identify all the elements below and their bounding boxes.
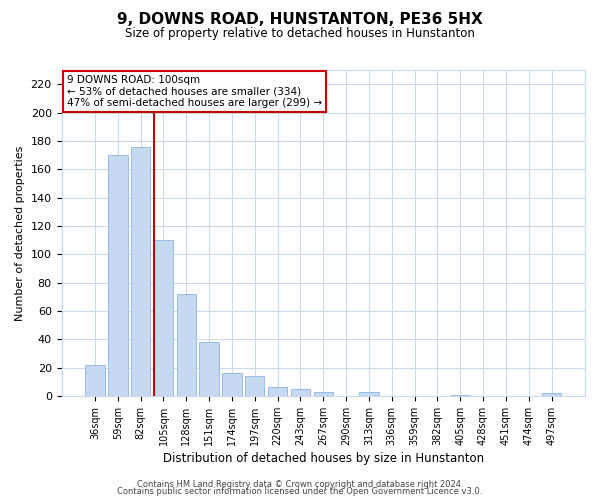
Text: Size of property relative to detached houses in Hunstanton: Size of property relative to detached ho… [125,28,475,40]
Text: 9 DOWNS ROAD: 100sqm
← 53% of detached houses are smaller (334)
47% of semi-deta: 9 DOWNS ROAD: 100sqm ← 53% of detached h… [67,75,322,108]
Bar [542,393,561,396]
Y-axis label: Number of detached properties: Number of detached properties [15,146,25,320]
Text: 9, DOWNS ROAD, HUNSTANTON, PE36 5HX: 9, DOWNS ROAD, HUNSTANTON, PE36 5HX [117,12,483,28]
Bar [131,146,151,396]
Bar [154,240,173,396]
Bar [451,394,470,396]
Text: Contains public sector information licensed under the Open Government Licence v3: Contains public sector information licen… [118,487,482,496]
Bar [245,376,265,396]
Bar [359,392,379,396]
Bar [291,389,310,396]
X-axis label: Distribution of detached houses by size in Hunstanton: Distribution of detached houses by size … [163,452,484,465]
Bar [108,155,128,396]
Text: Contains HM Land Registry data © Crown copyright and database right 2024.: Contains HM Land Registry data © Crown c… [137,480,463,489]
Bar [85,365,105,396]
Bar [268,388,287,396]
Bar [314,392,333,396]
Bar [222,374,242,396]
Bar [199,342,219,396]
Bar [176,294,196,396]
